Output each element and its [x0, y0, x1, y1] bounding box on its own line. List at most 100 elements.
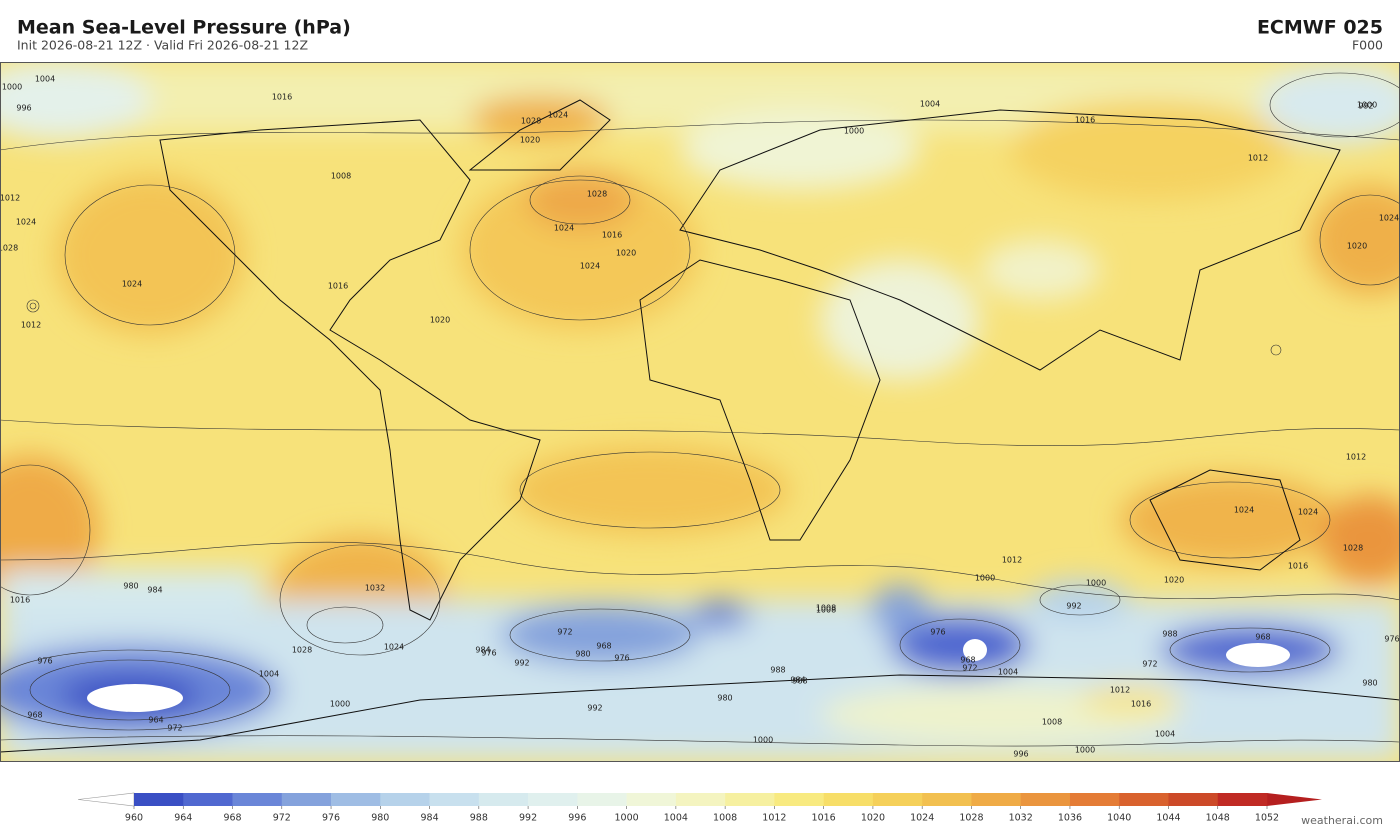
colorbar-band — [577, 793, 627, 806]
contour-label: 1020 — [1347, 242, 1367, 251]
colorbar: 960 964 968 972 976 980 984 988 992 996 1000 1004 10… — [77, 792, 1322, 824]
contour-label: 1000 — [1075, 746, 1095, 755]
contour-label: 964 — [148, 716, 163, 725]
contour-label: 1016 — [1131, 700, 1151, 709]
contour-label: 1024 — [16, 218, 36, 227]
contour-label: 1008 — [331, 172, 351, 181]
contour-label: 992 — [1358, 102, 1373, 111]
contour-label: 1004 — [998, 668, 1018, 677]
colorbar-band — [1020, 793, 1071, 806]
contour-label: 992 — [1066, 602, 1081, 611]
contour-label: 1012 — [1002, 556, 1022, 565]
contour-label: 1028 — [292, 646, 312, 655]
colorbar-band — [1069, 793, 1120, 806]
contour-label: 976 — [614, 654, 629, 663]
contour-label: 984 — [790, 676, 805, 685]
contour-label: 984 — [475, 646, 490, 655]
contour-label: 988 — [1162, 630, 1177, 639]
colorbar-tick-label: 1028 — [959, 813, 983, 824]
forecast-hour: F000 — [1352, 38, 1383, 53]
credit: weatherai.com — [1301, 814, 1383, 827]
contour-label: 1020 — [520, 136, 540, 145]
colorbar-tick-label: 960 — [125, 813, 143, 824]
contour-label: 1000 — [1357, 101, 1377, 110]
contour-label: 1012 — [21, 321, 41, 330]
contour-label: 1024 — [122, 280, 142, 289]
contour-label: 1028 — [1343, 544, 1363, 553]
contour-label: 1024 — [580, 262, 600, 271]
colorbar-band — [134, 793, 184, 806]
contour-label: 1016 — [10, 596, 30, 605]
colorbar-tick-label: 1052 — [1255, 813, 1279, 824]
colorbar-band — [971, 793, 1021, 806]
colorbar-band — [331, 793, 381, 806]
colorbar-tick-label: 1000 — [615, 813, 639, 824]
contour-label: 1004 — [259, 670, 279, 679]
contour-label: 1016 — [602, 231, 622, 240]
pressure-field — [0, 62, 1400, 760]
colorbar-tick-label: 972 — [273, 813, 291, 824]
contour-label: 1012 — [0, 194, 20, 203]
colorbar-tick-label: 968 — [223, 813, 241, 824]
colorbar-band — [774, 793, 824, 806]
contour-label: 1020 — [1164, 576, 1184, 585]
colorbar-band — [1217, 793, 1268, 806]
contour-label: 1024 — [548, 111, 568, 120]
contour-label: 980 — [1362, 679, 1377, 688]
contour-label: 972 — [557, 628, 572, 637]
colorbar-band — [528, 793, 578, 806]
contour-label: 1008 — [1042, 718, 1062, 727]
contour-label: 976 — [1384, 635, 1399, 644]
colorbar-band — [1168, 793, 1219, 806]
contour-label: 996 — [16, 104, 31, 113]
polar-low-core — [1226, 643, 1290, 667]
colorbar-tick-label: 1016 — [812, 813, 836, 824]
contour-label: 976 — [481, 649, 496, 658]
contour-label: 1016 — [328, 282, 348, 291]
colorbar-tick-label: 1044 — [1156, 813, 1180, 824]
colorbar-band — [183, 793, 233, 806]
contour-label: 972 — [962, 664, 977, 673]
colorbar-tick-label: 976 — [322, 813, 340, 824]
colorbar-tick-label: 1012 — [762, 813, 786, 824]
contour-label: 1004 — [920, 100, 940, 109]
contour-label: 1012 — [1346, 453, 1366, 462]
polar-low-core — [963, 639, 987, 661]
contour-label: 1020 — [430, 316, 450, 325]
contour-label: 1028 — [521, 117, 541, 126]
contour-label: 976 — [930, 628, 945, 637]
title: Mean Sea-Level Pressure (hPa) — [17, 17, 351, 39]
colorbar-band — [872, 793, 923, 806]
contour-label: 1024 — [384, 643, 404, 652]
polar-low-core — [87, 684, 183, 712]
contour-label: 1000 — [753, 736, 773, 745]
contour-label: 968 — [960, 656, 975, 665]
coastlines — [0, 99, 1400, 753]
colorbar-tick-label: 1020 — [861, 813, 885, 824]
contour-label: 968 — [1255, 633, 1270, 642]
contour-label: 968 — [27, 711, 42, 720]
colorbar-band — [626, 793, 677, 806]
contour-label: 988 — [770, 666, 785, 675]
contour-label: 1000 — [1086, 579, 1106, 588]
subtitle: Init 2026-08-21 12Z · Valid Fri 2026-08-… — [17, 38, 308, 53]
contour-label: 980 — [575, 650, 590, 659]
colorbar-tick-label: 988 — [470, 813, 488, 824]
contour-label: 1008 — [816, 604, 836, 613]
contour-label: 1016 — [1075, 116, 1095, 125]
contour-label: 992 — [587, 704, 602, 713]
colorbar-tick-label: 1036 — [1058, 813, 1082, 824]
isobars — [0, 72, 1400, 747]
contour-label: 972 — [1142, 660, 1157, 669]
colorbar-tick-label: 1032 — [1009, 813, 1033, 824]
colorbar-tick-label: 964 — [174, 813, 192, 824]
contour-label: 1024 — [1298, 508, 1318, 517]
colorbar-tick-label: 1008 — [713, 813, 737, 824]
contour-label: 1004 — [35, 75, 55, 84]
contour-label: 1024 — [554, 224, 574, 233]
colorbar-tick-label: 1004 — [664, 813, 688, 824]
contour-label: 984 — [147, 586, 162, 595]
contour-label: 1016 — [1288, 562, 1308, 571]
contour-label: 1024 — [1379, 214, 1399, 223]
